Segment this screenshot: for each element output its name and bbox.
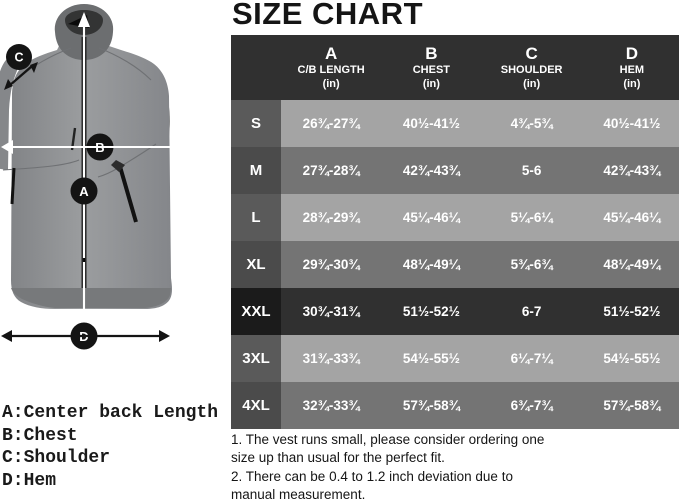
svg-text:A: A xyxy=(79,184,89,199)
svg-text:C: C xyxy=(14,51,23,65)
